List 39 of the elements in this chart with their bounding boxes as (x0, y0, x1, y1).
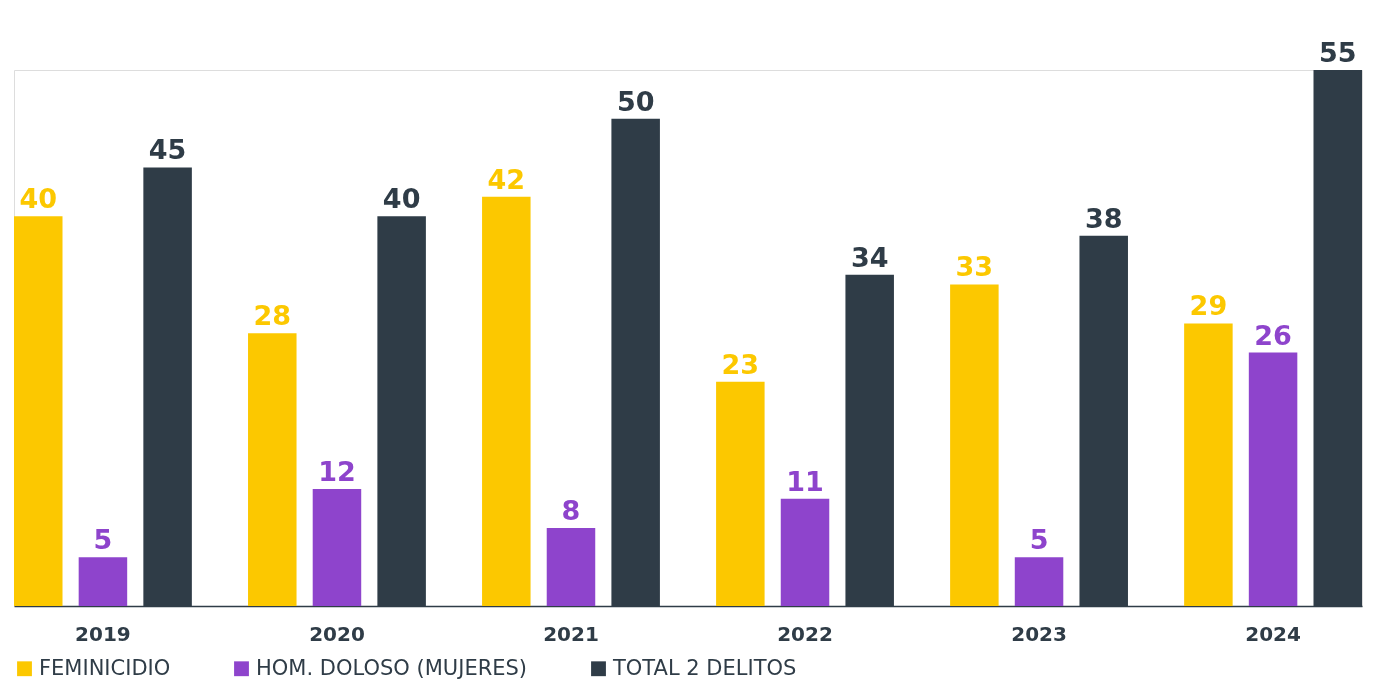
data-label: 38 (1084, 202, 1123, 234)
bar (312, 489, 362, 606)
bar (78, 557, 128, 606)
data-label: 42 (487, 163, 526, 195)
data-label: 40 (382, 183, 421, 215)
bar (482, 196, 531, 606)
legend-label: TOTAL 2 DELITOS (612, 655, 797, 680)
bar (716, 381, 765, 606)
data-label: 33 (955, 251, 994, 283)
x-tick-label: 2022 (777, 621, 833, 646)
bar (1184, 323, 1233, 606)
bar (546, 528, 596, 606)
data-label: 28 (253, 300, 292, 332)
data-label: 34 (850, 241, 889, 273)
x-tick-label: 2019 (75, 621, 131, 646)
data-label: 29 (1189, 290, 1228, 322)
data-label: 5 (93, 524, 113, 556)
bar (950, 284, 999, 606)
data-label: 5 (1029, 524, 1049, 556)
legend-label: FEMINICIDIO (39, 655, 171, 680)
legend-label: HOM. DOLOSO (MUJERES) (256, 655, 528, 680)
data-label: 11 (786, 465, 824, 497)
x-tick-label: 2023 (1011, 621, 1067, 646)
data-label: 12 (318, 456, 356, 488)
bar (780, 498, 830, 606)
x-tick-label: 2021 (543, 621, 599, 646)
bar (1014, 557, 1064, 606)
bar (14, 216, 63, 606)
data-label: 26 (1254, 319, 1292, 351)
bar (1248, 352, 1298, 606)
data-label: 55 (1318, 37, 1357, 68)
data-label: 23 (721, 348, 760, 380)
x-tick-label: 2024 (1245, 621, 1301, 646)
bar (248, 333, 297, 606)
data-label: 40 (19, 183, 58, 215)
data-label: 50 (616, 85, 655, 117)
data-label: 45 (148, 134, 187, 166)
x-tick-label: 2020 (309, 621, 365, 646)
data-label: 8 (561, 495, 581, 527)
